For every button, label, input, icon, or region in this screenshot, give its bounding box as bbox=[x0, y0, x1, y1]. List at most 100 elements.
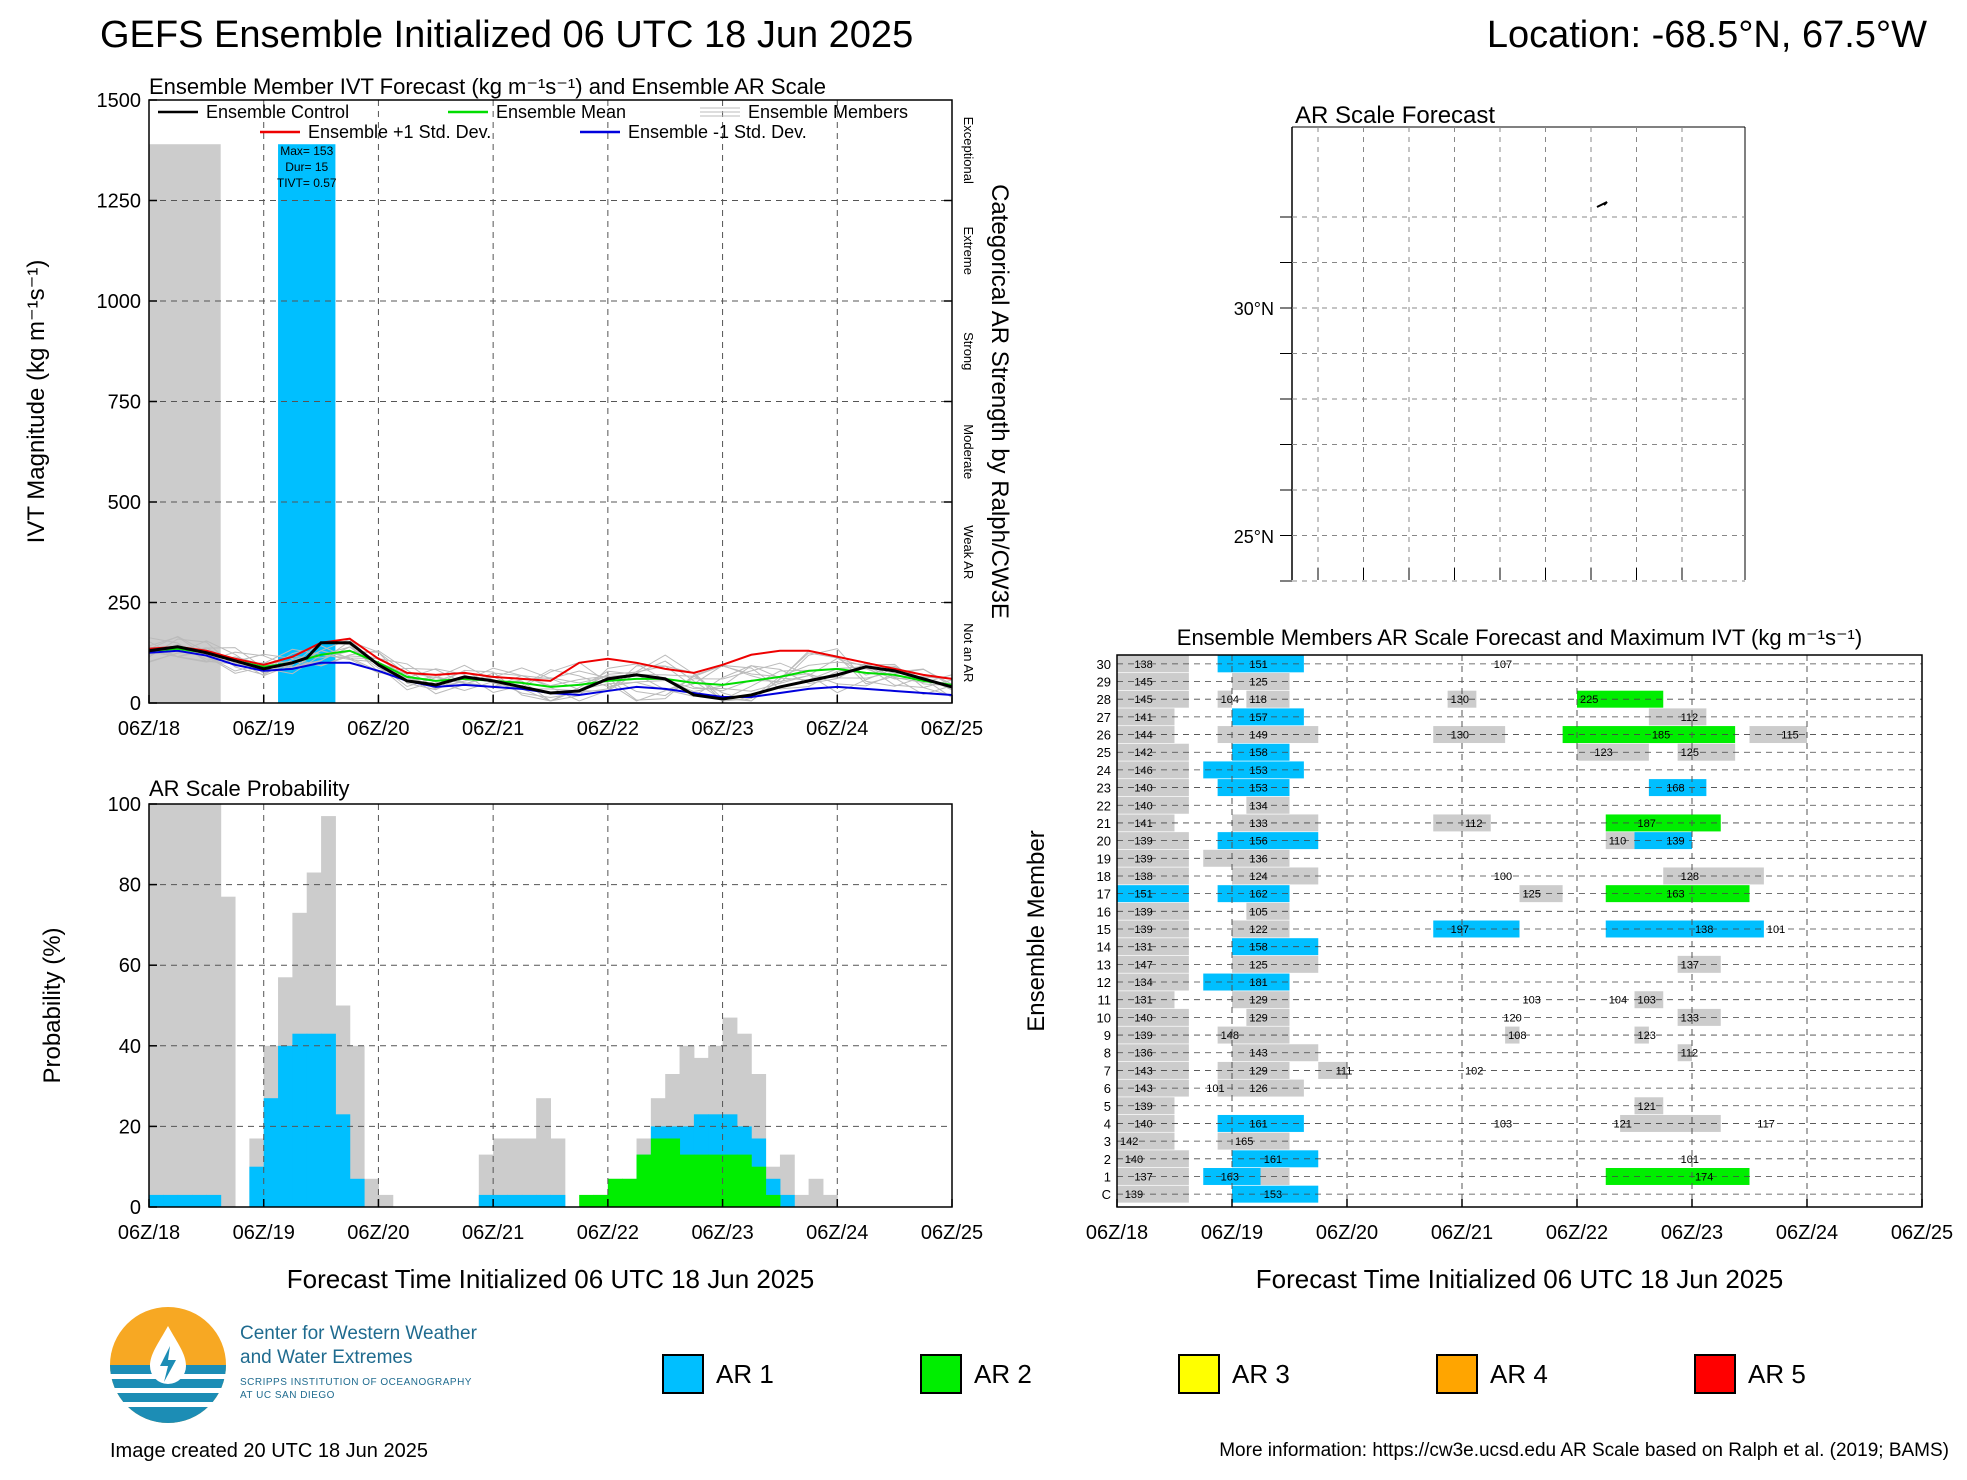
member-ivt-label: 139 bbox=[1666, 836, 1684, 848]
prob-ytick-label: 80 bbox=[119, 875, 141, 897]
member-ivt-label: 187 bbox=[1638, 818, 1656, 830]
prob-bar-ar1 bbox=[536, 1194, 551, 1207]
member-ivt-label: 140 bbox=[1134, 783, 1152, 795]
prob-bar-ar1 bbox=[335, 1114, 351, 1207]
ivt-annotation: TIVT= 0.57 bbox=[277, 176, 337, 190]
legend-ar4-swatch bbox=[1436, 1354, 1478, 1394]
prob-bar-notar bbox=[149, 804, 164, 1207]
prob-bar-ar2 bbox=[765, 1194, 781, 1207]
prob-xtick-label: 06Z/23 bbox=[691, 1222, 753, 1244]
member-ivt-label: 139 bbox=[1134, 836, 1152, 848]
prob-bar-notar bbox=[822, 1194, 838, 1207]
prob-bar-ar1 bbox=[507, 1194, 523, 1207]
prob-bar-ar1 bbox=[349, 1178, 365, 1207]
member-ivt-label: 112 bbox=[1681, 1048, 1699, 1060]
ivt-category-label: Not an AR bbox=[961, 623, 976, 682]
ivt-xtick-label: 06Z/20 bbox=[347, 718, 409, 740]
member-ar-segment bbox=[1232, 708, 1304, 726]
member-ivt-label: 125 bbox=[1249, 959, 1267, 971]
members-xtick-label: 06Z/21 bbox=[1431, 1222, 1493, 1244]
ivt-category-label: Strong bbox=[961, 332, 976, 370]
map-title: AR Scale Forecast bbox=[1295, 102, 1495, 129]
members-frame bbox=[1116, 654, 1923, 1208]
prob-bar-ar2 bbox=[722, 1154, 738, 1207]
location-title: Location: -68.5°N, 67.5°W bbox=[1486, 14, 1927, 56]
member-ivt-label: 151 bbox=[1134, 889, 1152, 901]
member-row-label: 5 bbox=[1104, 1099, 1111, 1114]
member-row-label: C bbox=[1102, 1187, 1111, 1202]
legend-ar5-label: AR 5 bbox=[1748, 1358, 1806, 1389]
prob-bar-notar bbox=[507, 1138, 523, 1207]
member-row-label: 13 bbox=[1097, 957, 1111, 972]
member-row-label: 11 bbox=[1098, 993, 1112, 1008]
member-ar-segment bbox=[1217, 690, 1232, 708]
ivt-xtick-label: 06Z/19 bbox=[233, 718, 295, 740]
prob-bar-notar bbox=[220, 896, 236, 1207]
member-ivt-label: 122 bbox=[1249, 924, 1267, 936]
member-ivt-label: 101 bbox=[1767, 924, 1785, 936]
ivt-member-line bbox=[148, 640, 953, 697]
member-row-label: 28 bbox=[1097, 692, 1111, 707]
org-sub1: SCRIPPS INSTITUTION OF OCEANOGRAPHY bbox=[240, 1377, 472, 1388]
prob-bar-ar2 bbox=[751, 1166, 767, 1207]
ivt-legend-label: Ensemble Mean bbox=[496, 102, 626, 122]
member-ivt-label: 136 bbox=[1134, 1048, 1152, 1060]
member-ivt-label: 185 bbox=[1652, 730, 1670, 742]
ivt-ar-bar bbox=[278, 144, 336, 704]
member-row-label: 19 bbox=[1097, 851, 1111, 866]
member-ivt-label: 139 bbox=[1125, 1189, 1143, 1201]
prob-bar-ar1 bbox=[521, 1194, 537, 1207]
member-row-label: 20 bbox=[1097, 834, 1111, 849]
legend-ar2-label: AR 2 bbox=[974, 1358, 1032, 1389]
ivt-xtick-label: 06Z/22 bbox=[577, 718, 639, 740]
member-row-label: 3 bbox=[1104, 1134, 1111, 1149]
prob-bar-ar2 bbox=[579, 1194, 595, 1207]
member-ivt-label: 101 bbox=[1206, 1083, 1224, 1095]
prob-bar-notar bbox=[177, 804, 193, 1207]
image-created-note: Image created 20 UTC 18 Jun 2025 bbox=[110, 1440, 428, 1462]
map-location-marker bbox=[1596, 201, 1608, 208]
ivt-member-line bbox=[148, 646, 953, 696]
prob-bar-ar2 bbox=[665, 1138, 681, 1207]
prob-ytick-label: 20 bbox=[119, 1116, 141, 1138]
member-ivt-label: 134 bbox=[1134, 977, 1152, 989]
member-row-label: 15 bbox=[1097, 922, 1111, 937]
member-ar-segment bbox=[1117, 708, 1175, 726]
member-ivt-label: 118 bbox=[1249, 694, 1267, 706]
member-ivt-label: 165 bbox=[1235, 1136, 1253, 1148]
prob-bar-ar1 bbox=[550, 1194, 566, 1207]
member-ivt-label: 145 bbox=[1134, 694, 1152, 706]
member-ar-segment bbox=[1605, 1167, 1750, 1185]
member-ar-segment bbox=[1246, 1008, 1290, 1026]
member-row-label: 21 bbox=[1097, 816, 1111, 831]
member-ivt-label: 139 bbox=[1134, 924, 1152, 936]
member-row-label: 1 bbox=[1104, 1169, 1111, 1184]
member-ivt-label: 128 bbox=[1681, 871, 1699, 883]
prob-xtick-label: 06Z/21 bbox=[462, 1222, 524, 1244]
ivt-title: Ensemble Member IVT Forecast (kg m⁻¹s⁻¹)… bbox=[149, 74, 826, 99]
member-ivt-label: 153 bbox=[1249, 783, 1267, 795]
legend-ar2-swatch bbox=[920, 1354, 962, 1394]
member-ar-segment bbox=[1677, 1044, 1692, 1062]
member-ar-segment bbox=[1246, 690, 1290, 708]
prob-bar-ar1 bbox=[493, 1194, 508, 1207]
member-ivt-label: 138 bbox=[1134, 871, 1152, 883]
prob-bar-ar2 bbox=[650, 1138, 666, 1207]
member-ivt-label: 153 bbox=[1264, 1189, 1282, 1201]
prob-ytick-label: 0 bbox=[130, 1197, 141, 1219]
members-title: Ensemble Members AR Scale Forecast and M… bbox=[1177, 625, 1862, 650]
member-ivt-label: 139 bbox=[1134, 906, 1152, 918]
member-row-label: 22 bbox=[1097, 798, 1111, 813]
member-ivt-label: 139 bbox=[1134, 1101, 1152, 1113]
member-ivt-label: 112 bbox=[1465, 818, 1483, 830]
member-ivt-label: 130 bbox=[1451, 730, 1469, 742]
member-ar-segment bbox=[1634, 832, 1692, 850]
org-sub2: AT UC SAN DIEGO bbox=[240, 1390, 335, 1401]
member-ivt-label: 163 bbox=[1221, 1171, 1239, 1183]
member-ivt-label: 162 bbox=[1249, 889, 1267, 901]
prob-bar-notar bbox=[378, 1194, 394, 1207]
member-ivt-label: 129 bbox=[1249, 995, 1267, 1007]
legend-ar1: AR 1 bbox=[662, 1352, 774, 1396]
prob-bar-notar bbox=[808, 1178, 824, 1207]
